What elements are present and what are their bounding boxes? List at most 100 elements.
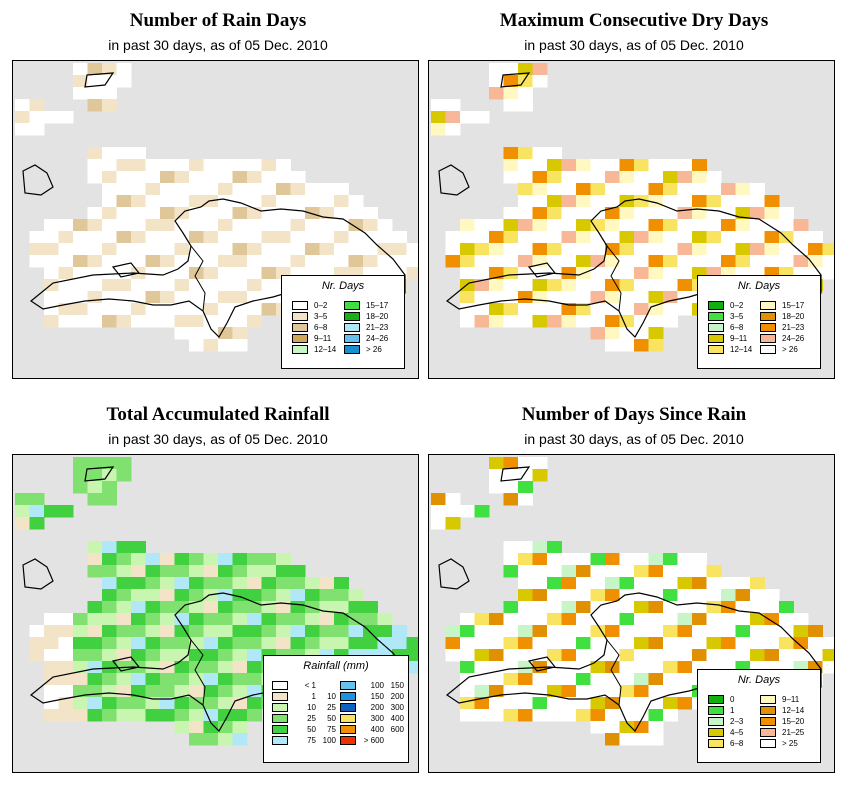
legend-item: 1 10 — [272, 691, 336, 701]
panel-subtitle: in past 30 days, as of 05 Dec. 2010 — [524, 37, 744, 53]
grid-cell — [73, 709, 88, 722]
grid-cell — [532, 243, 548, 256]
grid-cell — [247, 649, 262, 662]
legend-label-low: 300 — [370, 713, 384, 723]
legend-swatch — [708, 705, 724, 715]
grid-cell — [634, 637, 649, 650]
grid-cell — [232, 315, 248, 328]
grid-cell — [73, 315, 88, 328]
map-rainfall: Rainfall (mm) < 1 1 10 10 25 25 50 50 75 75 100 100… — [12, 454, 419, 773]
grid-cell — [518, 159, 533, 172]
grid-cell — [87, 87, 103, 100]
grid-cell — [87, 219, 103, 232]
grid-cells — [15, 63, 418, 352]
grid-cell — [547, 697, 562, 710]
grid-cell — [503, 625, 519, 638]
grid-cell — [102, 577, 117, 590]
grid-cell — [232, 709, 248, 722]
grid-cell — [474, 625, 490, 638]
grid-cell — [460, 685, 475, 698]
grid-cell — [58, 685, 74, 698]
grid-cell — [503, 457, 519, 470]
grid-cell — [692, 159, 707, 172]
grid-cell — [648, 673, 664, 686]
grid-cell — [392, 231, 407, 244]
grid-cell — [203, 553, 219, 566]
grid-cell — [547, 231, 562, 244]
grid-cell — [203, 327, 219, 340]
grid-cell — [460, 267, 475, 280]
grid-cell — [663, 195, 678, 208]
grid-cell — [503, 99, 519, 112]
grid-cell — [174, 219, 190, 232]
grid-cell — [474, 673, 490, 686]
grid-cell — [634, 231, 649, 244]
grid-cell — [203, 171, 219, 184]
grid-cell — [348, 207, 364, 220]
grid-cell — [131, 159, 146, 172]
grid-cell — [232, 183, 248, 196]
grid-cell — [605, 733, 620, 746]
grid-cell — [489, 87, 504, 100]
grid-cell — [532, 601, 548, 614]
grid-cell — [319, 577, 335, 590]
grid-cell — [605, 685, 620, 698]
grid-cell — [73, 279, 88, 292]
grid-cell — [189, 553, 204, 566]
grid-cell — [764, 625, 780, 638]
grid-cell — [145, 255, 161, 268]
grid-cell — [431, 505, 446, 518]
legend-item: > 25 — [760, 738, 798, 748]
grid-cell — [247, 195, 262, 208]
grid-cell — [489, 255, 504, 268]
grid-cell — [348, 589, 364, 602]
grid-cell — [87, 565, 103, 578]
grid-cell — [735, 601, 751, 614]
legend-label-high: 150 — [390, 680, 404, 690]
grid-cell — [44, 219, 59, 232]
legend-label: 6–8 — [314, 322, 328, 332]
legend-item: 24–26 — [760, 333, 804, 343]
legend-swatch — [272, 713, 288, 723]
grid-cell — [58, 661, 74, 674]
grid-cell — [793, 649, 809, 662]
grid-cell — [750, 231, 765, 244]
grid-cell — [634, 291, 649, 304]
grid-cell — [131, 637, 146, 650]
grid-cell — [348, 601, 364, 614]
grid-cell — [445, 255, 461, 268]
grid-cell — [547, 649, 562, 662]
grid-cell — [619, 255, 635, 268]
grid-cell — [561, 649, 577, 662]
grid-cell — [131, 303, 146, 316]
legend-label-high: 50 — [327, 713, 336, 723]
grid-cell — [58, 219, 74, 232]
grid-cell — [232, 219, 248, 232]
legend-item: 12–14 — [708, 344, 752, 354]
grid-cell — [305, 577, 320, 590]
grid-cell — [348, 625, 364, 638]
grid-cell — [474, 267, 490, 280]
grid-cell — [547, 565, 562, 578]
grid-cell — [503, 303, 519, 316]
grid-cell — [663, 553, 678, 566]
grid-cell — [145, 243, 161, 256]
grid-cell — [634, 589, 649, 602]
legend-item: 9–11 — [708, 333, 747, 343]
grid-cell — [160, 315, 175, 328]
grid-cell — [561, 613, 577, 626]
grid-cell — [590, 709, 606, 722]
grid-cell — [735, 195, 751, 208]
grid-cell — [131, 649, 146, 662]
grid-cell — [44, 685, 59, 698]
grid-cell — [590, 303, 606, 316]
grid-cell — [102, 493, 117, 506]
grid-cell — [276, 243, 291, 256]
grid-cell — [503, 685, 519, 698]
grid-cell — [648, 709, 664, 722]
grid-cell — [634, 577, 649, 590]
grid-cell — [189, 577, 204, 590]
grid-cell — [189, 685, 204, 698]
grid-cell — [102, 709, 117, 722]
grid-cell — [203, 625, 219, 638]
